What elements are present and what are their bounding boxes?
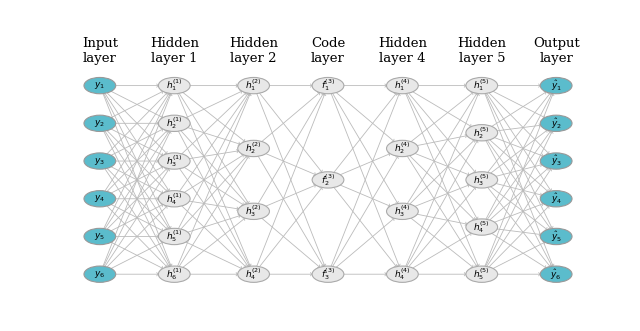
Text: $h_{6}^{(1)}$: $h_{6}^{(1)}$ bbox=[166, 266, 182, 282]
Circle shape bbox=[466, 172, 498, 188]
Circle shape bbox=[158, 153, 190, 169]
Circle shape bbox=[540, 228, 572, 245]
Circle shape bbox=[540, 266, 572, 282]
Circle shape bbox=[84, 228, 116, 245]
Circle shape bbox=[158, 191, 190, 207]
Circle shape bbox=[466, 77, 498, 94]
Text: $f_{1}^{(3)}$: $f_{1}^{(3)}$ bbox=[321, 78, 335, 93]
Circle shape bbox=[387, 77, 419, 94]
Text: $h_{4}^{(5)}$: $h_{4}^{(5)}$ bbox=[474, 219, 490, 235]
Text: $f_{3}^{(3)}$: $f_{3}^{(3)}$ bbox=[321, 266, 335, 282]
Text: $h_{2}^{(1)}$: $h_{2}^{(1)}$ bbox=[166, 116, 182, 131]
Circle shape bbox=[540, 191, 572, 207]
Text: $h_{3}^{(5)}$: $h_{3}^{(5)}$ bbox=[474, 172, 490, 188]
Text: $h_{3}^{(4)}$: $h_{3}^{(4)}$ bbox=[394, 204, 411, 219]
Text: $h_{1}^{(2)}$: $h_{1}^{(2)}$ bbox=[245, 78, 262, 93]
Text: $y_{5}$: $y_{5}$ bbox=[94, 231, 106, 242]
Text: Code
layer: Code layer bbox=[311, 37, 345, 65]
Text: $h_{3}^{(2)}$: $h_{3}^{(2)}$ bbox=[245, 204, 262, 219]
Text: $h_{2}^{(4)}$: $h_{2}^{(4)}$ bbox=[394, 141, 411, 156]
Circle shape bbox=[158, 266, 190, 282]
Text: $\hat{y}_{3}$: $\hat{y}_{3}$ bbox=[550, 154, 562, 168]
Text: $f_{2}^{(3)}$: $f_{2}^{(3)}$ bbox=[321, 172, 335, 188]
Circle shape bbox=[466, 124, 498, 141]
Text: $y_{3}$: $y_{3}$ bbox=[94, 156, 106, 166]
Circle shape bbox=[387, 140, 419, 157]
Circle shape bbox=[84, 266, 116, 282]
Text: $h_{4}^{(4)}$: $h_{4}^{(4)}$ bbox=[394, 266, 411, 282]
Text: $h_{1}^{(1)}$: $h_{1}^{(1)}$ bbox=[166, 78, 182, 93]
Circle shape bbox=[466, 266, 498, 282]
Circle shape bbox=[84, 153, 116, 169]
Circle shape bbox=[158, 77, 190, 94]
Circle shape bbox=[158, 228, 190, 245]
Text: $h_{2}^{(2)}$: $h_{2}^{(2)}$ bbox=[245, 141, 262, 156]
Circle shape bbox=[387, 266, 419, 282]
Text: Hidden
layer 5: Hidden layer 5 bbox=[457, 37, 506, 65]
Text: $\hat{y}_{6}$: $\hat{y}_{6}$ bbox=[550, 267, 562, 281]
Text: $\hat{y}_{4}$: $\hat{y}_{4}$ bbox=[550, 191, 562, 206]
Text: $\hat{y}_{2}$: $\hat{y}_{2}$ bbox=[550, 116, 562, 131]
Text: $y_{2}$: $y_{2}$ bbox=[94, 118, 106, 129]
Circle shape bbox=[540, 77, 572, 94]
Circle shape bbox=[84, 191, 116, 207]
Circle shape bbox=[466, 219, 498, 235]
Circle shape bbox=[540, 153, 572, 169]
Circle shape bbox=[84, 115, 116, 131]
Circle shape bbox=[237, 266, 269, 282]
Text: Output
layer: Output layer bbox=[532, 37, 580, 65]
Text: $\hat{y}_{5}$: $\hat{y}_{5}$ bbox=[550, 229, 562, 244]
Circle shape bbox=[387, 203, 419, 219]
Text: $h_{2}^{(5)}$: $h_{2}^{(5)}$ bbox=[474, 125, 490, 141]
Text: $h_{1}^{(5)}$: $h_{1}^{(5)}$ bbox=[474, 78, 490, 93]
Text: Hidden
layer 1: Hidden layer 1 bbox=[150, 37, 199, 65]
Text: Input
layer: Input layer bbox=[82, 37, 118, 65]
Circle shape bbox=[312, 266, 344, 282]
Text: $\hat{y}_{1}$: $\hat{y}_{1}$ bbox=[550, 78, 562, 93]
Text: $h_{4}^{(2)}$: $h_{4}^{(2)}$ bbox=[245, 266, 262, 282]
Circle shape bbox=[540, 115, 572, 131]
Circle shape bbox=[158, 115, 190, 131]
Circle shape bbox=[237, 140, 269, 157]
Circle shape bbox=[84, 77, 116, 94]
Text: $h_{5}^{(5)}$: $h_{5}^{(5)}$ bbox=[474, 266, 490, 282]
Text: $h_{1}^{(4)}$: $h_{1}^{(4)}$ bbox=[394, 78, 411, 93]
Text: $y_{1}$: $y_{1}$ bbox=[94, 80, 106, 91]
Circle shape bbox=[237, 77, 269, 94]
Circle shape bbox=[237, 203, 269, 219]
Text: $h_{4}^{(1)}$: $h_{4}^{(1)}$ bbox=[166, 191, 182, 207]
Text: $y_{6}$: $y_{6}$ bbox=[94, 269, 106, 280]
Text: Hidden
layer 4: Hidden layer 4 bbox=[378, 37, 427, 65]
Circle shape bbox=[312, 172, 344, 188]
Text: $y_{4}$: $y_{4}$ bbox=[94, 193, 106, 204]
Circle shape bbox=[312, 77, 344, 94]
Text: Hidden
layer 2: Hidden layer 2 bbox=[229, 37, 278, 65]
Text: $h_{3}^{(1)}$: $h_{3}^{(1)}$ bbox=[166, 153, 182, 169]
Text: $h_{5}^{(1)}$: $h_{5}^{(1)}$ bbox=[166, 229, 182, 244]
